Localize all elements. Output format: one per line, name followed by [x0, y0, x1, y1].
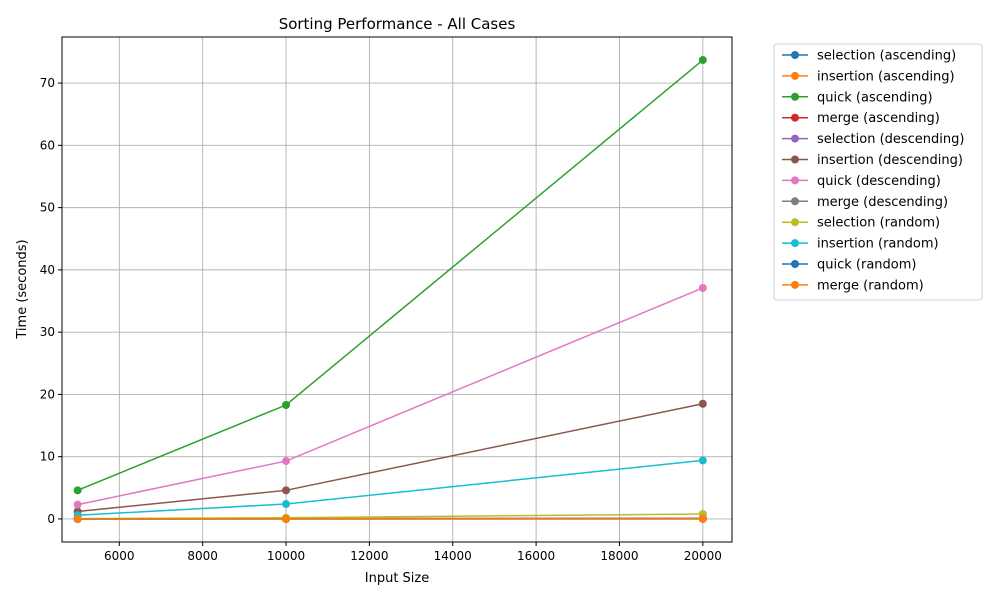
legend-label: insertion (descending)	[817, 153, 963, 168]
legend-label: quick (random)	[817, 258, 916, 273]
data-point	[282, 457, 290, 465]
legend-label: merge (ascending)	[817, 111, 940, 126]
x-tick-label: 14000	[434, 549, 472, 563]
legend-label: merge (random)	[817, 278, 924, 293]
legend-marker	[791, 135, 799, 143]
x-tick-label: 16000	[517, 549, 555, 563]
legend-marker	[791, 239, 799, 247]
x-tick-label: 6000	[104, 549, 135, 563]
legend-marker	[791, 51, 799, 59]
data-point	[74, 486, 82, 494]
legend-label: insertion (ascending)	[817, 69, 955, 84]
legend-label: quick (descending)	[817, 174, 941, 189]
data-point	[282, 401, 290, 409]
legend-label: selection (random)	[817, 216, 940, 231]
legend-marker	[791, 93, 799, 101]
legend: selection (ascending) insertion (ascendin…	[774, 44, 982, 300]
y-tick-label: 20	[40, 387, 55, 401]
legend-marker	[791, 114, 799, 122]
legend-marker	[791, 218, 799, 226]
y-tick-label: 50	[40, 201, 55, 215]
y-tick-label: 30	[40, 325, 55, 339]
legend-marker	[791, 72, 799, 80]
data-point	[699, 515, 707, 523]
legend-label: selection (descending)	[817, 132, 964, 147]
data-point	[699, 400, 707, 408]
data-point	[74, 501, 82, 509]
data-point	[699, 284, 707, 292]
y-tick-label: 60	[40, 138, 55, 152]
data-point	[74, 515, 82, 523]
y-tick-label: 10	[40, 450, 55, 464]
legend-marker	[791, 176, 799, 184]
x-tick-label: 20000	[684, 549, 722, 563]
y-axis-label: Time (seconds)	[15, 239, 30, 339]
legend-label: insertion (random)	[817, 237, 939, 252]
data-point	[282, 515, 290, 523]
data-point	[699, 456, 707, 464]
chart-title: Sorting Performance - All Cases	[279, 15, 516, 33]
legend-marker	[791, 156, 799, 164]
legend-marker	[791, 197, 799, 205]
x-tick-label: 12000	[350, 549, 388, 563]
data-point	[282, 486, 290, 494]
x-tick-label: 18000	[600, 549, 638, 563]
x-tick-label: 8000	[187, 549, 218, 563]
legend-label: merge (descending)	[817, 195, 948, 210]
legend-label: quick (ascending)	[817, 90, 933, 105]
legend-marker	[791, 260, 799, 268]
data-point	[282, 500, 290, 508]
y-tick-label: 40	[40, 263, 55, 277]
x-tick-label: 10000	[267, 549, 305, 563]
legend-label: selection (ascending)	[817, 49, 956, 64]
x-axis-label: Input Size	[365, 571, 429, 586]
legend-marker	[791, 281, 799, 289]
data-point	[699, 56, 707, 64]
y-tick-label: 0	[47, 512, 55, 526]
y-tick-label: 70	[40, 76, 55, 90]
